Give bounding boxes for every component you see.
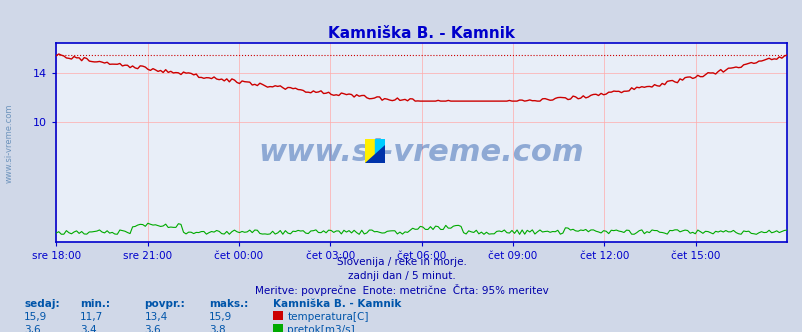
- Bar: [273, 324, 283, 332]
- Text: Kamniška B. - Kamnik: Kamniška B. - Kamnik: [273, 299, 401, 309]
- Title: Kamniška B. - Kamnik: Kamniška B. - Kamnik: [328, 26, 514, 41]
- Text: 13,4: 13,4: [144, 312, 168, 322]
- Text: 11,7: 11,7: [80, 312, 103, 322]
- Text: www.si-vreme.com: www.si-vreme.com: [258, 138, 584, 167]
- Text: min.:: min.:: [80, 299, 110, 309]
- Text: Slovenija / reke in morje.: Slovenija / reke in morje.: [336, 257, 466, 267]
- Text: pretok[m3/s]: pretok[m3/s]: [287, 325, 354, 332]
- Text: 3,8: 3,8: [209, 325, 225, 332]
- Bar: [365, 139, 375, 163]
- Text: 15,9: 15,9: [24, 312, 47, 322]
- Text: 3,4: 3,4: [80, 325, 97, 332]
- Text: zadnji dan / 5 minut.: zadnji dan / 5 minut.: [347, 271, 455, 281]
- Text: povpr.:: povpr.:: [144, 299, 185, 309]
- Text: Meritve: povprečne  Enote: metrične  Črta: 95% meritev: Meritve: povprečne Enote: metrične Črta:…: [254, 284, 548, 296]
- Polygon shape: [365, 145, 385, 163]
- Bar: [273, 311, 283, 320]
- Text: 15,9: 15,9: [209, 312, 232, 322]
- Text: temperatura[C]: temperatura[C]: [287, 312, 368, 322]
- Text: sedaj:: sedaj:: [24, 299, 59, 309]
- Bar: [375, 139, 385, 163]
- Text: 3,6: 3,6: [144, 325, 161, 332]
- Text: www.si-vreme.com: www.si-vreme.com: [4, 103, 13, 183]
- Text: maks.:: maks.:: [209, 299, 248, 309]
- Text: 3,6: 3,6: [24, 325, 41, 332]
